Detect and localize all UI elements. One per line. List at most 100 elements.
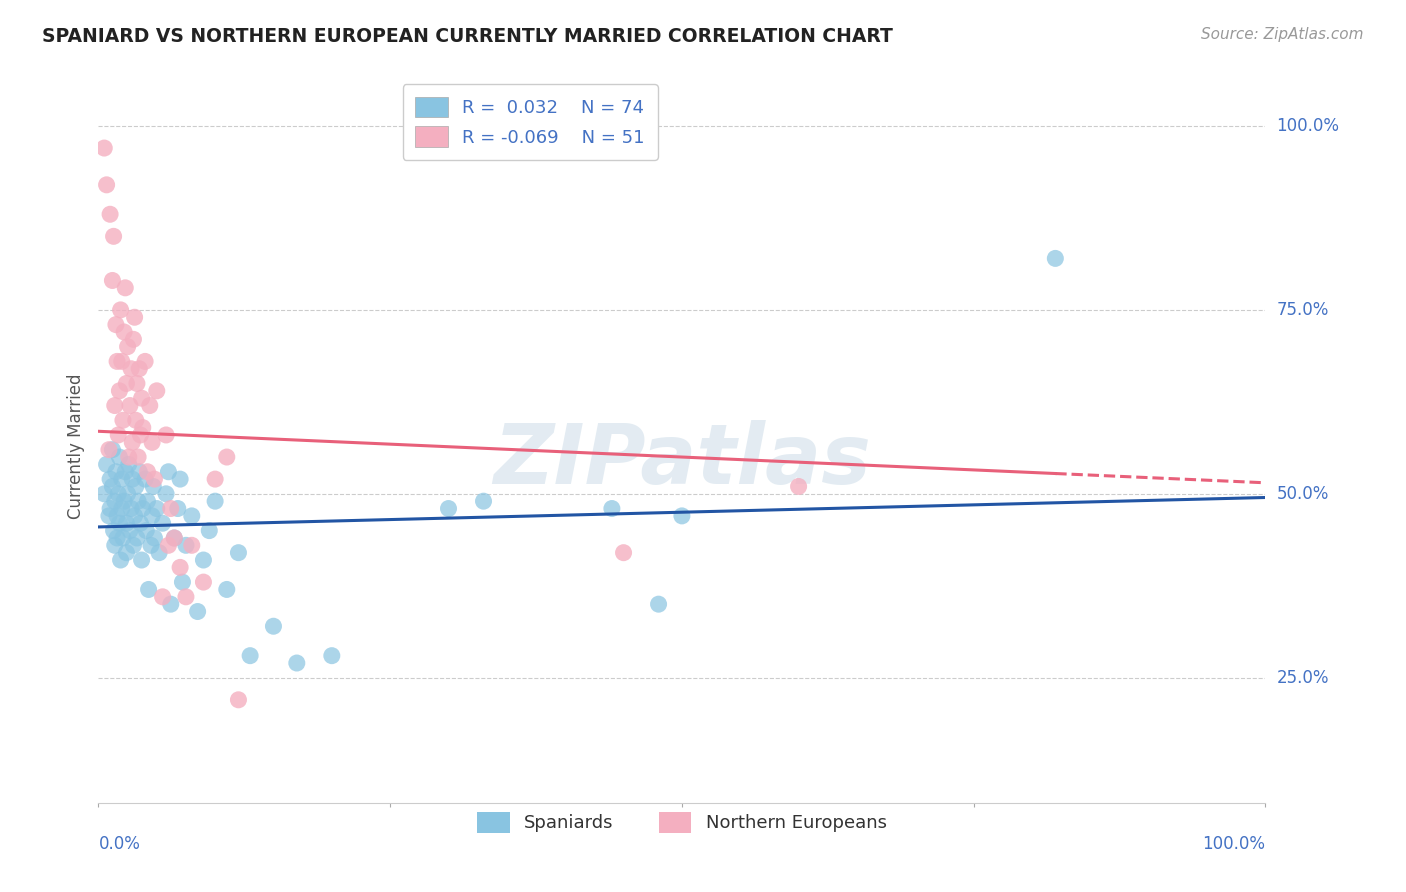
Point xyxy=(139,399,162,413)
Point xyxy=(105,508,128,523)
Point xyxy=(103,524,125,538)
Point xyxy=(120,361,142,376)
Point xyxy=(169,472,191,486)
Point xyxy=(104,399,127,413)
Point xyxy=(135,524,157,538)
Point xyxy=(131,553,153,567)
Point xyxy=(262,619,284,633)
Point xyxy=(96,178,118,192)
Point xyxy=(136,494,159,508)
Point xyxy=(101,479,124,493)
Y-axis label: Currently Married: Currently Married xyxy=(67,373,86,519)
Point xyxy=(104,494,127,508)
Point xyxy=(146,384,169,398)
Point xyxy=(96,458,118,472)
Point xyxy=(204,472,226,486)
Point xyxy=(111,354,134,368)
Point xyxy=(146,501,169,516)
Point xyxy=(110,302,132,317)
Point xyxy=(215,450,238,464)
Point xyxy=(600,501,623,516)
Point xyxy=(114,281,136,295)
Point xyxy=(180,538,202,552)
Point xyxy=(111,501,134,516)
Text: Source: ZipAtlas.com: Source: ZipAtlas.com xyxy=(1201,27,1364,42)
Point xyxy=(111,413,134,427)
Point xyxy=(204,494,226,508)
Point xyxy=(117,487,139,501)
Point xyxy=(613,546,636,560)
Text: 0.0%: 0.0% xyxy=(98,835,141,853)
Point xyxy=(163,531,186,545)
Legend: Spaniards, Northern Europeans: Spaniards, Northern Europeans xyxy=(467,801,897,844)
Point xyxy=(174,590,197,604)
Point xyxy=(124,310,146,325)
Point xyxy=(139,538,162,552)
Point xyxy=(101,273,124,287)
Point xyxy=(187,605,209,619)
Point xyxy=(108,384,131,398)
Point xyxy=(134,472,156,486)
Point xyxy=(157,465,180,479)
Point xyxy=(108,516,131,531)
Point xyxy=(1045,252,1067,266)
Point xyxy=(647,597,669,611)
Point xyxy=(105,354,128,368)
Point xyxy=(132,501,155,516)
Point xyxy=(159,597,181,611)
Point xyxy=(132,420,155,434)
Point xyxy=(107,487,129,501)
Point xyxy=(97,508,120,523)
Point xyxy=(180,508,202,523)
Point xyxy=(111,531,134,545)
Point xyxy=(114,465,136,479)
Point xyxy=(136,465,159,479)
Point xyxy=(128,361,150,376)
Point xyxy=(121,435,143,450)
Point xyxy=(321,648,343,663)
Point xyxy=(115,376,138,391)
Point xyxy=(124,508,146,523)
Point xyxy=(193,553,215,567)
Point xyxy=(155,487,177,501)
Point xyxy=(129,428,152,442)
Point xyxy=(198,524,221,538)
Point xyxy=(121,472,143,486)
Point xyxy=(163,531,186,545)
Point xyxy=(98,472,121,486)
Point xyxy=(103,229,125,244)
Point xyxy=(174,538,197,552)
Point xyxy=(118,399,141,413)
Point xyxy=(125,413,148,427)
Point xyxy=(122,538,145,552)
Point xyxy=(112,325,135,339)
Point xyxy=(166,501,188,516)
Point xyxy=(98,501,121,516)
Point xyxy=(118,524,141,538)
Point xyxy=(115,546,138,560)
Point xyxy=(134,354,156,368)
Text: 100.0%: 100.0% xyxy=(1277,117,1340,135)
Point xyxy=(115,516,138,531)
Point xyxy=(152,590,174,604)
Point xyxy=(111,472,134,486)
Point xyxy=(671,508,693,523)
Point xyxy=(472,494,495,508)
Point xyxy=(118,458,141,472)
Point xyxy=(105,531,128,545)
Point xyxy=(193,575,215,590)
Text: 75.0%: 75.0% xyxy=(1277,301,1329,319)
Point xyxy=(120,501,142,516)
Point xyxy=(215,582,238,597)
Point xyxy=(104,318,127,332)
Point xyxy=(152,516,174,531)
Point xyxy=(787,479,810,493)
Point xyxy=(127,494,149,508)
Point xyxy=(285,656,308,670)
Text: 100.0%: 100.0% xyxy=(1202,835,1265,853)
Point xyxy=(125,479,148,493)
Point xyxy=(104,465,127,479)
Point xyxy=(118,450,141,464)
Point xyxy=(148,546,170,560)
Point xyxy=(172,575,194,590)
